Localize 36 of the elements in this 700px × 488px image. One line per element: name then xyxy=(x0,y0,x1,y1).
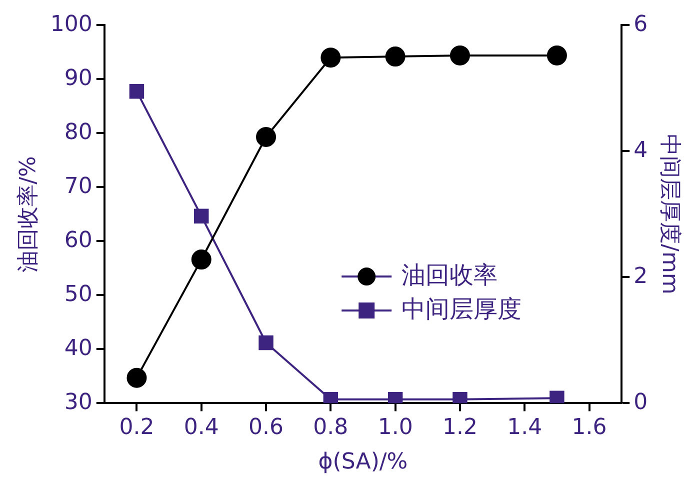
y-tick-label: 40 xyxy=(64,336,92,361)
y2-tick-label: 4 xyxy=(634,138,648,163)
point xyxy=(450,45,470,66)
x-tick-label: 1.6 xyxy=(572,415,607,440)
x-tick-label: 1.4 xyxy=(507,415,542,440)
x-axis-title: ϕ(SA)/% xyxy=(318,450,408,475)
legend-label: 油回收率 xyxy=(402,260,498,289)
point xyxy=(129,84,144,99)
x-tick-label: 0.2 xyxy=(119,415,154,440)
point xyxy=(320,48,341,68)
point xyxy=(546,45,567,66)
y2-tick-label: 2 xyxy=(634,264,648,289)
point xyxy=(256,126,276,147)
point xyxy=(550,390,564,404)
y-tick-label: 30 xyxy=(64,390,92,415)
x-tick-label: 0.6 xyxy=(248,415,284,440)
x-tick-label: 1.2 xyxy=(442,415,478,440)
x-tick-label: 0.4 xyxy=(184,415,219,440)
point xyxy=(191,250,212,270)
y-tick-label: 80 xyxy=(64,120,92,145)
point xyxy=(385,46,406,67)
y2-tick-label: 0 xyxy=(634,390,648,415)
y-tick-label: 90 xyxy=(64,66,92,91)
y-tick-label: 100 xyxy=(50,12,92,37)
y-tick-label: 70 xyxy=(64,174,92,199)
y-tick-label: 50 xyxy=(64,282,92,307)
point xyxy=(258,335,274,350)
y2-tick-label: 6 xyxy=(634,12,648,37)
y-tick-label: 60 xyxy=(64,228,92,253)
x-tick-label: 1.0 xyxy=(378,415,413,440)
y2-axis-title: 中间层厚度/mm xyxy=(657,134,682,294)
legend-label: 中间层厚度 xyxy=(402,294,522,323)
point xyxy=(194,208,209,224)
y-axis-title: 油回收率/% xyxy=(16,156,41,272)
x-tick-label: 0.8 xyxy=(313,415,348,440)
point xyxy=(126,368,147,388)
